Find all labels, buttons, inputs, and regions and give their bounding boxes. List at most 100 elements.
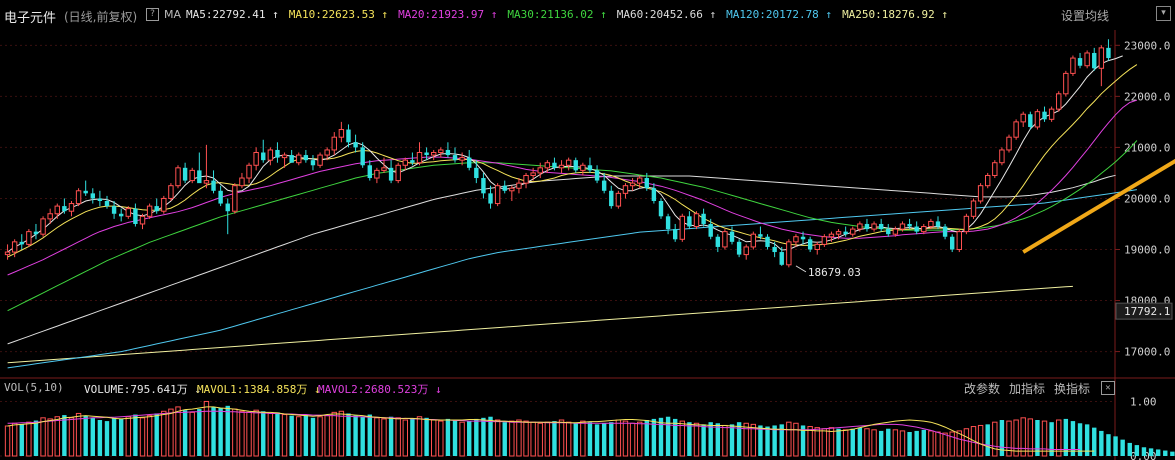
candle-body-down bbox=[218, 190, 223, 204]
price-tick-label: 17000.0 bbox=[1124, 346, 1170, 359]
candle-body-up bbox=[970, 200, 977, 217]
volume-bar-up bbox=[1020, 417, 1026, 457]
volume-bar-down bbox=[133, 414, 138, 456]
ma-settings-button[interactable]: 设置均线 bbox=[1060, 9, 1109, 23]
volume-bar-down bbox=[658, 417, 664, 456]
candle-body-up bbox=[75, 190, 82, 205]
volume-bar-up bbox=[68, 417, 75, 457]
volume-bar-up bbox=[580, 420, 586, 457]
candle-body-down bbox=[275, 149, 280, 158]
candle-body-down bbox=[488, 193, 493, 204]
volume-bar-down bbox=[587, 422, 593, 456]
candle-body-down bbox=[33, 231, 39, 235]
price-tick-label: 19000.0 bbox=[1124, 243, 1170, 256]
candle-body-down bbox=[360, 147, 365, 166]
volume-bar-up bbox=[636, 421, 643, 457]
candle-body-down bbox=[736, 241, 742, 255]
candle-body-down bbox=[424, 152, 429, 156]
volume-bar-down bbox=[708, 422, 713, 456]
volume-bar-up bbox=[842, 429, 849, 457]
volume-bar-up bbox=[139, 417, 146, 457]
candle-body-down bbox=[758, 234, 763, 237]
volume-bar-down bbox=[83, 415, 88, 456]
candle-body-down bbox=[886, 229, 891, 235]
volume-bar-down bbox=[424, 417, 429, 456]
candle-body-up bbox=[125, 208, 131, 217]
candle-body-down bbox=[133, 208, 138, 224]
candle-body-down bbox=[587, 165, 593, 171]
volume-bar-up bbox=[629, 422, 636, 457]
candle-body-up bbox=[324, 149, 330, 156]
candle-body-up bbox=[11, 241, 18, 253]
volume-bar-down bbox=[1120, 439, 1125, 456]
volume-bar-down bbox=[303, 414, 309, 456]
candle-body-up bbox=[267, 149, 274, 161]
candle-body-down bbox=[410, 160, 415, 163]
current-price-box bbox=[1115, 302, 1173, 320]
volume-bar-up bbox=[253, 409, 259, 457]
ma-legend-item: MA120:20172.78 ↑ bbox=[726, 8, 833, 21]
volume-bar-down bbox=[502, 422, 507, 456]
candle-body-up bbox=[509, 187, 515, 192]
volume-bar-up bbox=[459, 421, 465, 457]
ma5-line bbox=[7, 55, 1123, 253]
candle-body-up bbox=[857, 223, 863, 230]
candle-body-down bbox=[800, 236, 806, 240]
candle-body-up bbox=[530, 172, 536, 176]
switch-indicator-button[interactable]: 换指标 bbox=[1054, 382, 1091, 396]
candle-body-up bbox=[161, 197, 167, 212]
ma120-line bbox=[7, 189, 1137, 369]
close-icon[interactable]: ✕ bbox=[1101, 381, 1115, 395]
candle-body-up bbox=[523, 174, 529, 184]
volume-bar-up bbox=[942, 432, 948, 457]
volume-bar-down bbox=[1170, 451, 1175, 456]
volume-bar-down bbox=[97, 420, 103, 456]
candle-body-up bbox=[431, 152, 437, 156]
candle-body-up bbox=[821, 236, 828, 245]
volume-bar-down bbox=[261, 411, 266, 456]
volume-bar-down bbox=[118, 418, 124, 456]
candle-body-up bbox=[26, 231, 32, 245]
help-icon[interactable]: ? bbox=[146, 8, 159, 21]
ma-legend-item: MA5:22792.41 ↑ bbox=[186, 8, 279, 21]
candle-body-down bbox=[346, 129, 351, 143]
candle-body-up bbox=[381, 167, 387, 171]
volume-bar-down bbox=[1134, 445, 1140, 456]
volume-bar-up bbox=[374, 417, 380, 457]
volume-bar-down bbox=[601, 423, 607, 456]
volume-bar-down bbox=[353, 415, 358, 456]
add-indicator-button[interactable]: 加指标 bbox=[1009, 382, 1046, 396]
candle-body-up bbox=[4, 251, 11, 256]
candle-body-up bbox=[281, 154, 288, 159]
candle-body-up bbox=[892, 228, 899, 235]
candle-body-up bbox=[786, 241, 792, 266]
volume-bar-up bbox=[395, 417, 401, 457]
volume-bar-down bbox=[1077, 423, 1083, 456]
candle-body-down bbox=[97, 198, 103, 201]
change-params-button[interactable]: 改参数 bbox=[964, 382, 1001, 396]
volume-bar-down bbox=[687, 422, 692, 456]
dropdown-icon[interactable]: ▾ bbox=[1156, 6, 1171, 21]
volume-bar-down bbox=[644, 420, 649, 456]
candle-body-down bbox=[552, 162, 557, 168]
volume-bar-down bbox=[1155, 449, 1161, 456]
candle-body-up bbox=[203, 180, 210, 184]
volume-bar-up bbox=[949, 431, 955, 457]
candle-body-down bbox=[182, 167, 188, 181]
volume-bar-up bbox=[963, 428, 970, 457]
candle-body-down bbox=[367, 165, 372, 179]
volume-bar-up bbox=[47, 418, 53, 457]
candle-body-up bbox=[47, 213, 53, 220]
volume-bar-down bbox=[758, 425, 763, 456]
volume-bar-down bbox=[921, 429, 926, 456]
volume-bar-down bbox=[289, 415, 294, 456]
volume-bar-down bbox=[452, 420, 458, 456]
price-tick-label: 20000.0 bbox=[1124, 192, 1170, 205]
candle-body-down bbox=[772, 246, 777, 253]
candle-body-up bbox=[992, 162, 998, 176]
candle-body-up bbox=[40, 218, 46, 235]
candle-body-up bbox=[722, 231, 728, 248]
volume-bar-up bbox=[75, 412, 82, 457]
candle-body-down bbox=[878, 223, 884, 230]
candle-body-down bbox=[62, 206, 67, 212]
